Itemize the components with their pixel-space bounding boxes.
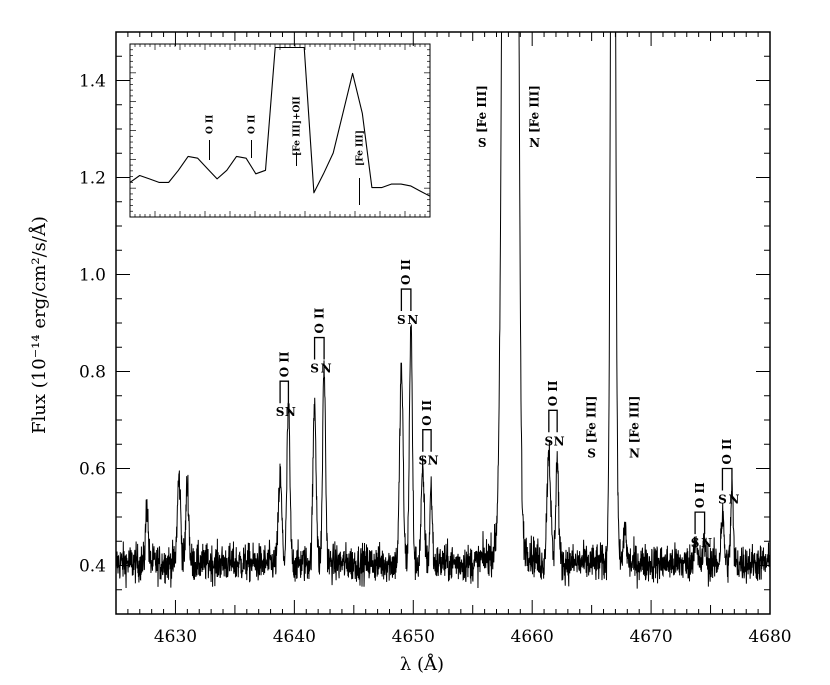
oii-label: O II <box>312 307 326 333</box>
oii-annotation-oii-4674: O II S N <box>691 482 712 550</box>
sn-label-s: S <box>544 434 553 448</box>
x-tick-label: 4680 <box>748 627 791 647</box>
oii-annotation-oii-4639: O II S N <box>276 351 296 419</box>
oii-bracket <box>279 380 290 404</box>
axes-layer: 4630 4640 4650 4660 4670 4680 0.4 0.6 0.8 1.0 1.2 1… <box>79 31 792 647</box>
feiii-prefix: N <box>629 446 640 460</box>
sn-label-s: S <box>691 536 700 550</box>
sn-label-n: N <box>701 536 712 550</box>
sn-label-s: S <box>418 454 427 468</box>
sn-label-s: S <box>310 362 319 376</box>
oii-bracket <box>548 409 558 433</box>
oii-label: O II <box>546 380 560 406</box>
spectrum-layer <box>116 32 770 589</box>
feiii-label-feiii-n-4658: N [Fe III] <box>528 85 542 150</box>
y-tick-label: 0.8 <box>79 363 106 383</box>
oii-annotation-oii-4651: O II S N <box>418 399 438 467</box>
sn-label-n: N <box>321 362 332 376</box>
inset-plot: O II O II [Fe III]+OII [Fe III] <box>129 43 431 218</box>
feiii-text: [Fe III] <box>585 396 599 444</box>
y-tick-label: 1.2 <box>79 169 106 189</box>
y-tick-label: 0.4 <box>79 557 106 577</box>
sn-label-n: N <box>407 313 418 327</box>
feiii-prefix: N <box>529 136 540 150</box>
oii-bracket <box>313 336 325 360</box>
oii-label: O II <box>420 399 434 425</box>
feiii-prefix: S <box>587 446 596 460</box>
inset-label-text: O II <box>206 115 216 134</box>
x-tick-label: 4650 <box>392 627 435 647</box>
sn-label-n: N <box>728 493 739 507</box>
y-axis-title: Flux (10⁻¹⁴ erg/cm²/s/Å) <box>28 216 50 434</box>
inset-background <box>130 44 430 217</box>
x-tick-label: 4660 <box>511 627 554 647</box>
oii-annotation-oii-4661: O II S N <box>544 380 564 448</box>
feiii-text: [Fe III] <box>528 85 542 133</box>
y-tick-label: 1.4 <box>79 72 106 92</box>
feiii-label-feiii-n-4667: N [Fe III] <box>627 396 641 461</box>
x-tick-label: 4670 <box>629 627 672 647</box>
oii-bracket <box>721 467 733 491</box>
x-axis-title: λ (Å) <box>400 653 444 675</box>
inset-label-text: [Fe III]+OII <box>293 96 303 156</box>
oii-label: O II <box>277 351 291 377</box>
y-tick-label: 0.6 <box>79 460 106 480</box>
inset-label-inset-oii-2: O II <box>248 115 258 158</box>
sn-label-s: S <box>276 405 285 419</box>
feiii-prefix: S <box>478 136 487 150</box>
x-tick-label: 4640 <box>273 627 316 647</box>
oii-annotation-oii-4676: O II S N <box>718 438 739 506</box>
sn-label-s: S <box>397 313 406 327</box>
inset-label-inset-feiii: [Fe III] <box>356 130 366 205</box>
feiii-text: [Fe III] <box>475 85 489 133</box>
annotation-layer: O IIS NO IIS NO IIS NO IIS NO IIS NO IIS NO II… <box>276 85 740 550</box>
feiii-text: [Fe III] <box>627 396 641 444</box>
oii-label: O II <box>399 259 413 285</box>
oii-label: O II <box>720 438 734 464</box>
sn-label-s: S <box>718 493 727 507</box>
sn-label-n: N <box>554 434 565 448</box>
sn-label-n: N <box>428 454 439 468</box>
oii-bracket <box>422 429 432 452</box>
x-tick-label: 4630 <box>154 627 197 647</box>
inset-label-inset-oii-1: O II <box>206 115 216 160</box>
inset-label-inset-feiii-oii: [Fe III]+OII <box>293 96 303 166</box>
sn-label-n: N <box>285 405 296 419</box>
spectrum-line <box>116 32 770 589</box>
y-tick-label: 1.0 <box>79 266 106 286</box>
feiii-label-feiii-s-4667: S [Fe III] <box>585 396 599 461</box>
inset-label-text: O II <box>248 115 258 134</box>
oii-annotation-oii-4642: O II S N <box>310 307 331 375</box>
oii-bracket <box>400 288 412 312</box>
inset-label-text: [Fe III] <box>356 130 366 166</box>
oii-bracket <box>694 511 706 535</box>
feiii-label-feiii-s-4658: S [Fe III] <box>475 85 489 150</box>
oii-label: O II <box>693 482 707 508</box>
oii-annotation-oii-4649: O II S N <box>397 259 418 327</box>
